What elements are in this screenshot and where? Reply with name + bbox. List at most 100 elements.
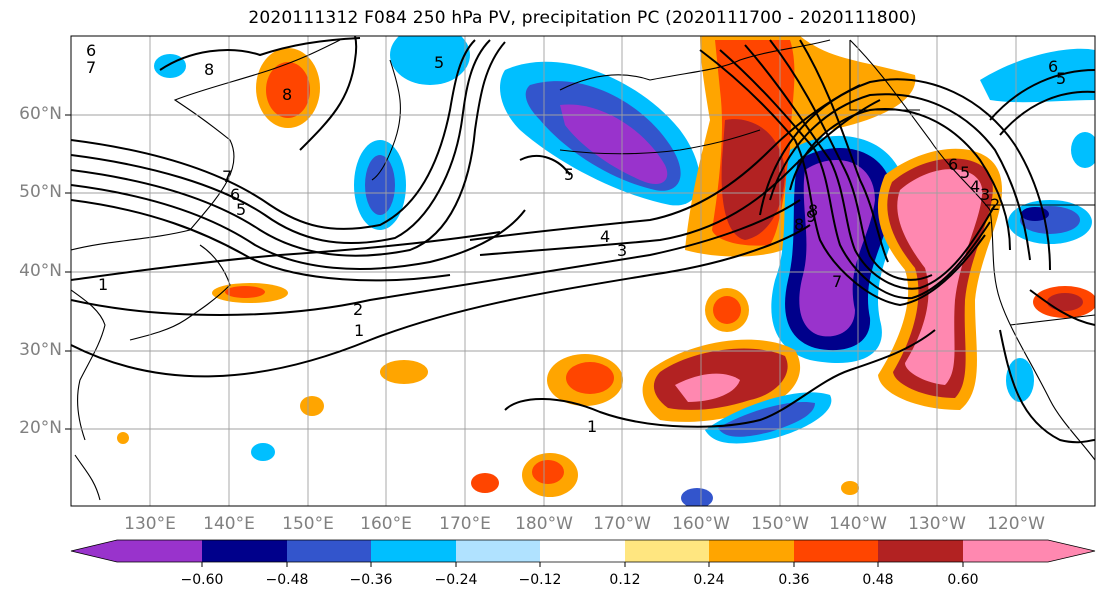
contour-label: 7 xyxy=(832,272,842,291)
precip-blob xyxy=(841,481,859,495)
lon-label: 130°W xyxy=(908,514,966,534)
precip-blob xyxy=(380,360,428,384)
pv-contour xyxy=(504,329,936,428)
pv-contour xyxy=(769,93,1031,261)
pv-contour xyxy=(789,108,1011,251)
pv-contour xyxy=(699,49,986,307)
contour-labels: 6 7 8 8 5 7 6 5 5 4 3 2 1 1 1 8 9 8 7 6 … xyxy=(86,41,1066,436)
precip-blob xyxy=(1047,293,1083,311)
precip-blob xyxy=(718,401,815,437)
contour-label: 2 xyxy=(353,300,363,319)
colorbar-tick-label: −0.12 xyxy=(518,572,562,588)
contour-label: 8 xyxy=(808,201,818,220)
contour-label: 7 xyxy=(86,58,96,77)
precip-blob xyxy=(266,62,310,118)
contour-label: 5 xyxy=(434,53,444,72)
pv-contour xyxy=(299,36,358,151)
coastline-japan xyxy=(129,244,231,341)
precip-blob xyxy=(471,473,499,493)
precip-blob xyxy=(117,432,129,444)
axis-ticks xyxy=(65,114,71,430)
aleutians xyxy=(559,129,761,155)
precip-blob xyxy=(1006,358,1034,402)
lon-label: 140°W xyxy=(829,514,887,534)
coastline-alaska xyxy=(559,39,831,91)
contour-label: 4 xyxy=(970,177,980,196)
lat-label: 40°N xyxy=(19,261,62,281)
lon-label: 150°E xyxy=(282,514,334,534)
contour-label: 7 xyxy=(222,167,232,186)
lon-label: 120°W xyxy=(987,514,1045,534)
pv-contour xyxy=(71,39,491,244)
coastline-china xyxy=(71,289,106,441)
colorbar-tick-label: 0.12 xyxy=(609,572,641,588)
pv-contour xyxy=(71,224,811,378)
lon-label: 170°E xyxy=(439,514,491,534)
precip-blob xyxy=(390,36,470,85)
lat-label: 50°N xyxy=(19,182,62,202)
precip-blob xyxy=(532,460,564,484)
contour-label: 8 xyxy=(204,60,214,79)
lon-label: 130°E xyxy=(124,514,176,534)
pv-contour xyxy=(989,69,1095,121)
contour-label: 2 xyxy=(990,195,1000,214)
contour-label: 9 xyxy=(806,207,816,226)
plot-title: 2020111312 F084 250 hPa PV, precipitatio… xyxy=(248,8,917,28)
pv-contours xyxy=(71,36,1095,444)
precip-blob xyxy=(675,373,740,402)
contour-label: 5 xyxy=(236,200,246,219)
pv-contour xyxy=(999,329,1095,444)
pv-contour xyxy=(519,155,571,176)
precip-blob xyxy=(365,155,395,215)
contour-label: 6 xyxy=(230,185,240,204)
lon-label: 180°W xyxy=(515,514,573,534)
contour-label: 8 xyxy=(794,215,804,234)
precip-blob xyxy=(154,54,186,78)
lat-label: 60°N xyxy=(19,104,62,124)
contour-label: 1 xyxy=(98,275,108,294)
pv-contour xyxy=(719,49,991,300)
pv-contour xyxy=(744,44,996,290)
pv-contour xyxy=(769,39,933,281)
precip-blob xyxy=(566,362,614,394)
colorbar-tick-label: −0.60 xyxy=(180,572,224,588)
contour-label: 5 xyxy=(1056,69,1066,88)
lat-label: 30°N xyxy=(19,340,62,360)
pv-contour xyxy=(159,37,361,71)
lon-label: 140°E xyxy=(203,514,255,534)
pv-contour xyxy=(999,90,1095,136)
precip-blob xyxy=(713,296,741,324)
colorbar-tick-label: −0.48 xyxy=(265,572,309,588)
precip-blob xyxy=(251,443,275,461)
pv-contour xyxy=(71,41,506,257)
coastline-philippines xyxy=(74,454,101,501)
lon-label: 160°E xyxy=(360,514,412,534)
lon-label: 150°W xyxy=(751,514,809,534)
pv-contour xyxy=(71,199,801,316)
contour-label: 3 xyxy=(617,241,627,260)
contour-label: 4 xyxy=(600,227,610,246)
contour-label: 6 xyxy=(948,155,958,174)
precip-blob xyxy=(225,286,265,298)
contour-label: 6 xyxy=(1048,57,1058,76)
lat-label: 20°N xyxy=(19,418,62,438)
pv-contour xyxy=(759,78,1051,271)
precip-blob xyxy=(721,119,785,240)
contour-label: 5 xyxy=(960,163,970,182)
contour-label: 5 xyxy=(564,165,574,184)
pv-contour xyxy=(71,39,476,230)
colorbar-tick-label: 0.48 xyxy=(862,572,894,588)
contour-label: 6 xyxy=(86,41,96,60)
border-us-mexico xyxy=(1009,314,1095,326)
colorbar-tick-label: −0.36 xyxy=(349,572,393,588)
coastline-kamchatka xyxy=(371,59,401,181)
pv-contour xyxy=(71,231,501,281)
pv-contour xyxy=(1029,289,1095,326)
precip-blob xyxy=(560,104,668,185)
contour-label: 3 xyxy=(980,185,990,204)
lon-label: 170°W xyxy=(593,514,651,534)
pv-contour xyxy=(71,184,526,270)
contour-label: 1 xyxy=(587,417,597,436)
map-frame xyxy=(70,35,1096,507)
